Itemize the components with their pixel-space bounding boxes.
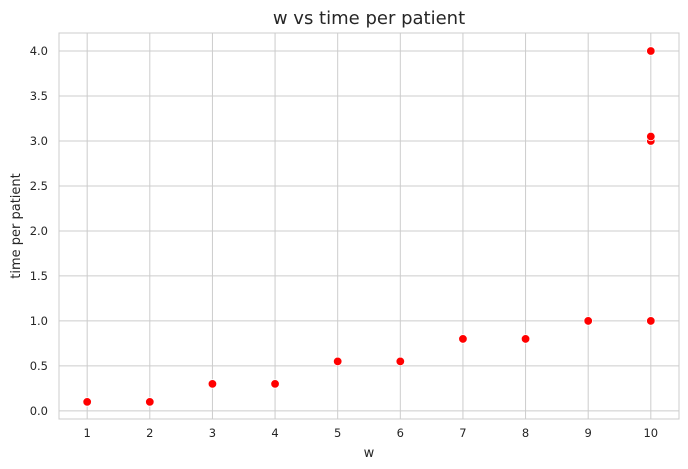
data-point — [270, 379, 280, 389]
y-tick-label: 0.0 — [30, 404, 48, 418]
x-tick-label: 6 — [397, 426, 404, 440]
x-axis-label: w — [364, 446, 375, 461]
data-point — [395, 356, 406, 367]
x-tick-label: 10 — [643, 426, 658, 440]
y-axis-label: time per patient — [9, 173, 24, 279]
plot-area — [58, 32, 680, 420]
x-tick-label: 1 — [84, 426, 91, 440]
x-tick-label: 5 — [334, 426, 341, 440]
data-point — [458, 334, 468, 344]
x-tick-labels: 1 2 3 4 5 6 7 8 9 10 — [84, 426, 659, 440]
x-tick-label: 7 — [459, 426, 466, 440]
y-tick-label: 3.5 — [30, 89, 48, 103]
y-tick-label: 1.0 — [30, 314, 48, 328]
y-tick-labels: 0.0 0.5 1.0 1.5 2.0 2.5 3.0 3.5 4.0 — [30, 44, 48, 418]
data-point — [332, 356, 343, 367]
data-point — [646, 131, 656, 142]
y-tick-label: 1.5 — [30, 269, 48, 283]
x-gridlines — [86, 33, 652, 419]
x-tick-label: 4 — [271, 426, 278, 440]
y-tick-label: 2.0 — [30, 224, 48, 238]
data-point — [145, 397, 155, 407]
x-tick-label: 2 — [146, 426, 153, 440]
y-tick-label: 0.5 — [30, 359, 48, 373]
data-point — [646, 46, 656, 56]
data-point — [82, 397, 92, 407]
data-point — [583, 316, 593, 326]
data-point — [207, 379, 218, 389]
y-tick-label: 4.0 — [30, 44, 48, 58]
chart-title: w vs time per patient — [273, 8, 465, 29]
data-point — [520, 334, 531, 344]
data-point — [646, 316, 656, 326]
data-points — [82, 46, 656, 407]
x-tick-label: 8 — [522, 426, 529, 440]
y-tick-label: 2.5 — [30, 179, 48, 193]
x-tick-label: 3 — [209, 426, 216, 440]
y-tick-label: 3.0 — [30, 134, 48, 148]
y-gridlines — [59, 50, 679, 412]
x-tick-label: 9 — [585, 426, 592, 440]
